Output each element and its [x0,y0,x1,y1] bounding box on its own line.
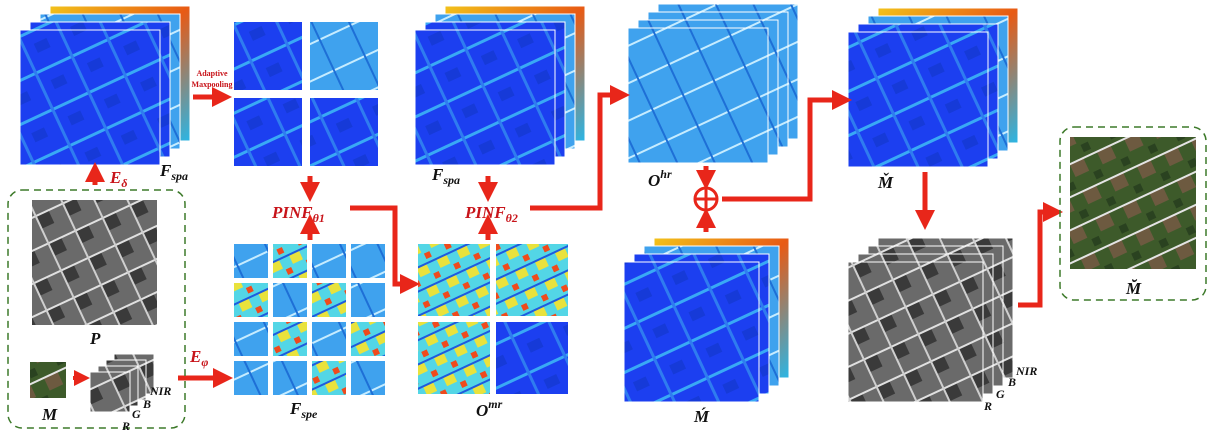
image-tile [273,244,307,278]
label: O [648,171,660,190]
image-tile [234,361,268,395]
image-tile [273,361,307,395]
image-tile [418,322,490,394]
label: PINFθ2 [464,203,518,225]
label: M [41,405,58,424]
image-tile [351,322,385,356]
label: M̌ [877,173,894,192]
label: spa [170,169,188,183]
label: Omr [476,397,503,420]
image-tile [312,283,346,317]
image-layer [848,32,988,167]
label: F [289,399,302,418]
label: spa [442,173,460,187]
image-layer [624,262,759,402]
label: Ohr [648,167,672,190]
image-tile [234,22,302,90]
label: θ1 [313,211,325,225]
diagram: Adaptive Maxpooling Fspa Fspa Eδ Eφ P M … [0,0,1216,434]
label: P [89,329,101,348]
label: F [159,161,172,180]
image-ms [30,362,66,398]
label: PINFθ1 [271,203,325,225]
image-tile [310,22,378,90]
image-tile [234,244,268,278]
label: O [476,401,488,420]
image-tile [496,322,568,394]
image-tile [273,283,307,317]
label: φ [201,355,208,369]
label: spe [300,407,318,421]
band-label: R [983,399,992,413]
band-label: G [132,407,141,421]
image-tile [496,244,568,316]
label: PINF [271,203,313,222]
label: E [189,347,201,366]
label: Eδ [109,168,128,190]
image-tile [312,322,346,356]
label: PINF [464,203,506,222]
label: θ2 [506,211,518,225]
band-label: NIR [1015,364,1037,378]
label: Maxpooling [192,80,233,89]
image-layer [848,262,983,402]
label: Adaptive [196,69,228,78]
image-tile [418,244,490,316]
band-label: G [996,387,1005,401]
label: E [109,168,121,187]
image-tile [351,283,385,317]
image-layer [90,372,130,412]
band-label: B [142,397,151,411]
label: mr [488,397,502,411]
image-tile [234,322,268,356]
label: F [431,165,444,184]
label: M̆ [1125,279,1142,298]
label: Fspe [289,399,318,421]
band-label: B [1007,375,1016,389]
label: Fspa [159,161,188,183]
image-pan [32,200,157,325]
image-output [1070,137,1196,269]
label: Eφ [189,347,208,369]
image-layer [415,30,555,165]
label: Ḿ [693,407,710,426]
image-tile [234,283,268,317]
band-label: NIR [149,384,171,398]
label: Fspa [431,165,460,187]
image-tile [312,361,346,395]
image-tile [312,244,346,278]
image-tile [310,98,378,166]
image-tile [234,98,302,166]
image-layer [628,28,768,163]
image-tile [273,322,307,356]
image-layer [20,30,160,165]
band-label: R [121,419,130,433]
arrow [1018,212,1053,305]
image-tile [351,361,385,395]
image-tile [351,244,385,278]
label: δ [121,176,127,190]
label: hr [660,167,672,181]
